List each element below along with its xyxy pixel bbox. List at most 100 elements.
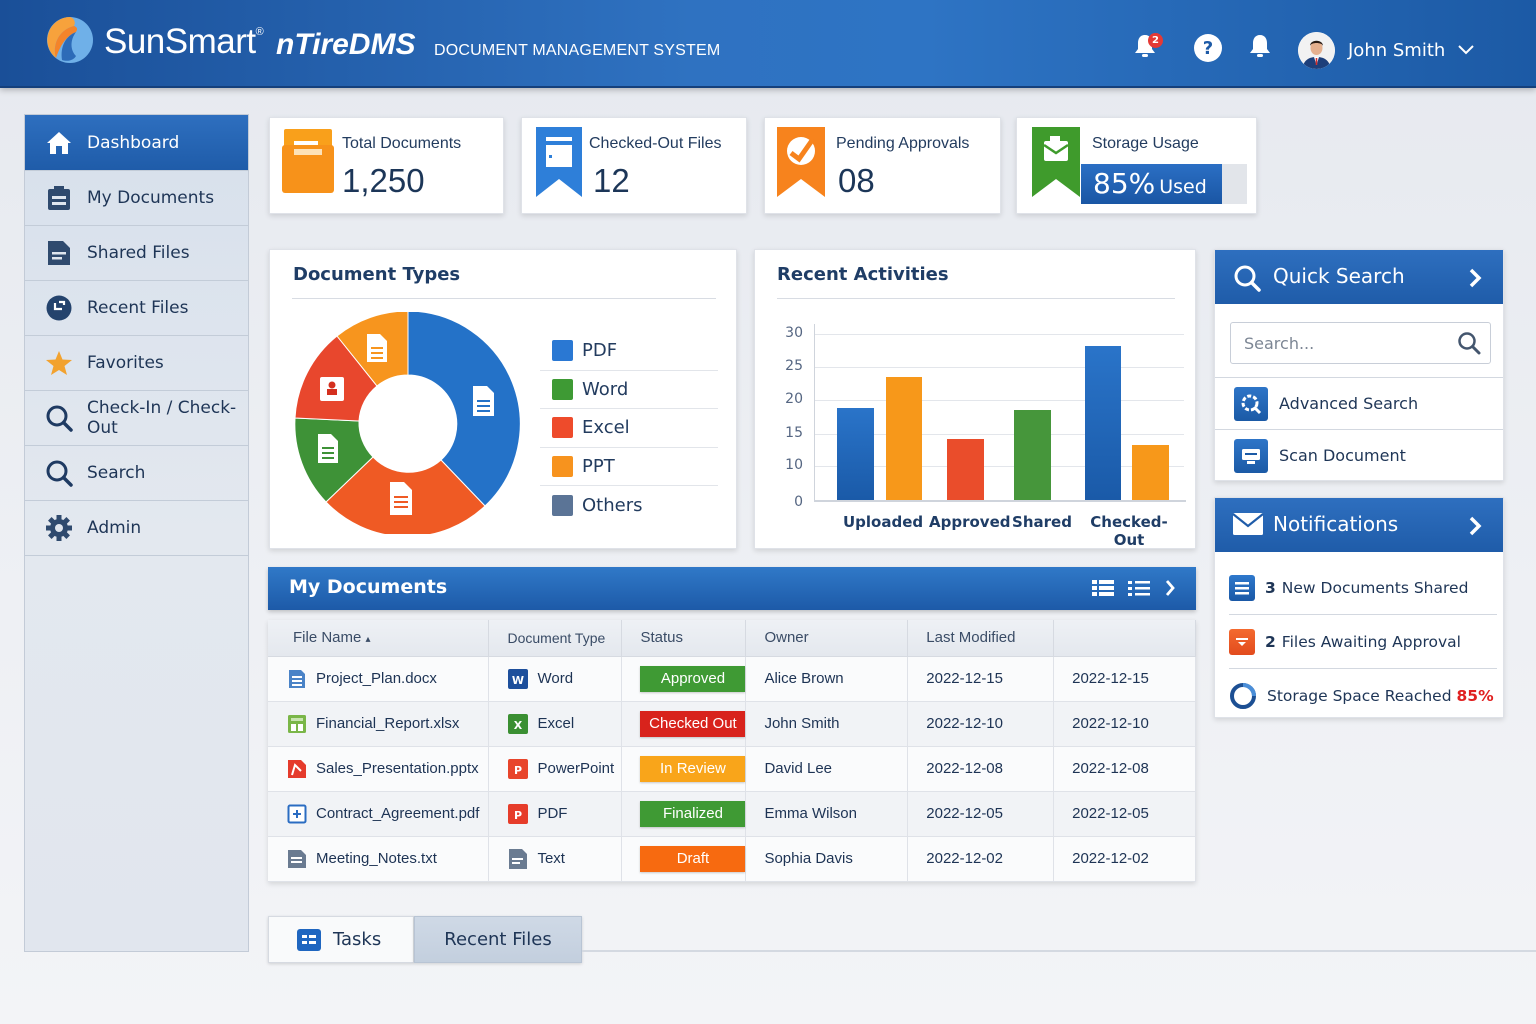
stat-value: 12 xyxy=(593,162,630,199)
table-header-row: File Name ▴ Document Type Status Owner L… xyxy=(268,620,1196,657)
ppt-file-icon xyxy=(320,377,344,401)
sidebar-item-favorites[interactable]: Favorites xyxy=(25,336,248,391)
document-types-donut-chart xyxy=(294,312,521,534)
panel-title: Quick Search xyxy=(1273,264,1405,288)
storage-box-icon xyxy=(1032,127,1080,197)
search-icon[interactable] xyxy=(1457,331,1481,355)
tab-recent-files[interactable]: Recent Files xyxy=(414,916,582,963)
legend-item-ppt: PPT xyxy=(540,448,718,486)
table-row[interactable]: Financial_Report.xlsx X Excel Checked Out… xyxy=(268,701,1196,747)
document-type: Text xyxy=(537,850,565,867)
quick-search-header[interactable]: Quick Search xyxy=(1215,250,1503,304)
chevron-right-icon[interactable] xyxy=(1467,267,1483,289)
list-view-icon[interactable] xyxy=(1128,579,1150,597)
sidebar-item-label: Search xyxy=(87,463,146,483)
scan-document-button[interactable]: Scan Document xyxy=(1215,429,1503,481)
stat-label: Checked-Out Files xyxy=(589,135,722,152)
help-icon[interactable]: ? xyxy=(1193,33,1223,63)
stat-card-total-documents[interactable]: Total Documents 1,250 xyxy=(269,117,504,214)
column-header-file-name[interactable]: File Name ▴ xyxy=(268,620,490,657)
detail-view-icon[interactable] xyxy=(1092,579,1114,597)
owner: Alice Brown xyxy=(745,656,909,702)
file-name[interactable]: Financial_Report.xlsx xyxy=(316,715,460,732)
other-file-icon xyxy=(367,334,387,362)
column-header-document-type[interactable]: Document Type xyxy=(488,620,623,657)
stat-value: 1,250 xyxy=(342,162,425,199)
last-modified: 2022-12-10 xyxy=(907,701,1055,747)
file-name[interactable]: Contract_Agreement.pdf xyxy=(316,805,480,822)
powerpoint-icon: P xyxy=(507,758,529,780)
notifications-header[interactable]: Notifications xyxy=(1215,498,1503,552)
table-row[interactable]: Project_Plan.docx W Word Approved Alice B… xyxy=(268,656,1196,702)
alerts-badge: 2 xyxy=(1148,33,1163,48)
envelope-icon xyxy=(1232,513,1264,535)
notifications-bell-icon[interactable] xyxy=(1245,32,1275,62)
sidebar-item-dashboard[interactable]: Dashboard xyxy=(25,115,248,171)
table-row[interactable]: Meeting_Notes.txt Text Draft Sophia Davi… xyxy=(268,836,1196,882)
quick-search-panel: Quick Search Advanced Search Scan Docume… xyxy=(1214,249,1504,481)
sidebar-item-check-in-check-out[interactable]: Check-In / Check-Out xyxy=(25,391,248,446)
stat-card-pending-approvals[interactable]: Pending Approvals 08 xyxy=(764,117,1001,214)
word-icon: W xyxy=(507,668,529,690)
status-badge: Draft xyxy=(640,845,746,872)
stat-label: Total Documents xyxy=(342,135,462,152)
excel-icon: X xyxy=(507,713,529,735)
chevron-right-icon[interactable] xyxy=(1467,515,1483,537)
chevron-right-icon[interactable] xyxy=(1164,579,1176,597)
sunsmart-logo-icon xyxy=(47,17,93,63)
stat-card-storage-usage[interactable]: Storage Usage 85% Used xyxy=(1016,117,1257,214)
sidebar-item-shared-files[interactable]: Shared Files xyxy=(25,226,248,281)
bar-checked-out-orange xyxy=(1132,445,1169,500)
approval-stamp-icon xyxy=(777,127,825,197)
file-name[interactable]: Sales_Presentation.pptx xyxy=(316,760,479,777)
search-input[interactable] xyxy=(1231,323,1451,363)
quick-search-field[interactable] xyxy=(1230,322,1491,364)
svg-text:P: P xyxy=(514,809,522,822)
column-header-owner[interactable]: Owner xyxy=(745,620,909,657)
search-icon xyxy=(1234,265,1261,292)
sidebar: Dashboard My Documents Shared Files Rece… xyxy=(24,114,249,952)
text-file-icon xyxy=(507,848,529,870)
document-type: PowerPoint xyxy=(537,760,615,777)
notification-awaiting-approval[interactable]: 2 Files Awaiting Approval xyxy=(1229,615,1497,669)
table-row[interactable]: Contract_Agreement.pdf P PDF Finalized Em… xyxy=(268,791,1196,837)
scanner-icon xyxy=(1234,438,1268,473)
storage-progress-bar: 85% Used xyxy=(1081,164,1247,204)
bookmark-server-icon xyxy=(536,127,582,197)
user-name[interactable]: John Smith xyxy=(1348,40,1446,61)
product-name: nTireDMS xyxy=(276,28,416,61)
bar-approved xyxy=(947,439,984,500)
file-icon xyxy=(45,239,73,267)
status-badge: In Review xyxy=(640,755,746,782)
chevron-down-icon[interactable] xyxy=(1457,42,1475,56)
table-row[interactable]: Sales_Presentation.pptx P PowerPoint In R… xyxy=(268,746,1196,792)
legend-item-pdf: PDF xyxy=(540,332,718,371)
date: 2022-12-10 xyxy=(1053,701,1196,747)
notification-storage[interactable]: Storage Space Reached 85% xyxy=(1229,669,1497,723)
owner: David Lee xyxy=(745,746,909,792)
sidebar-item-my-documents[interactable]: My Documents xyxy=(25,171,248,226)
advanced-search-button[interactable]: Advanced Search xyxy=(1215,377,1503,429)
column-header-last-modified[interactable]: Last Modified xyxy=(907,620,1055,657)
sidebar-item-label: Admin xyxy=(87,518,142,538)
clock-icon xyxy=(45,294,73,322)
tab-tasks[interactable]: Tasks xyxy=(268,916,414,963)
divider xyxy=(777,298,1175,299)
pdf-file-icon xyxy=(473,386,494,416)
search-icon xyxy=(45,404,73,432)
user-avatar[interactable] xyxy=(1298,32,1335,69)
sidebar-item-recent-files[interactable]: Recent Files xyxy=(25,281,248,336)
date: 2022-12-05 xyxy=(1053,791,1196,837)
stat-card-checked-out-files[interactable]: Checked-Out Files 12 xyxy=(521,117,747,214)
tab-label: Recent Files xyxy=(444,929,552,950)
file-name[interactable]: Project_Plan.docx xyxy=(316,670,437,687)
sidebar-item-admin[interactable]: Admin xyxy=(25,501,248,556)
sidebar-item-label: Shared Files xyxy=(87,243,190,263)
file-name[interactable]: Meeting_Notes.txt xyxy=(316,850,437,867)
notification-new-documents[interactable]: 3 New Documents Shared xyxy=(1229,561,1497,615)
star-icon xyxy=(45,349,73,377)
word-file-icon xyxy=(318,434,338,463)
column-header-status[interactable]: Status xyxy=(621,620,747,657)
panel-title: My Documents xyxy=(289,576,448,598)
sidebar-item-search[interactable]: Search xyxy=(25,446,248,501)
